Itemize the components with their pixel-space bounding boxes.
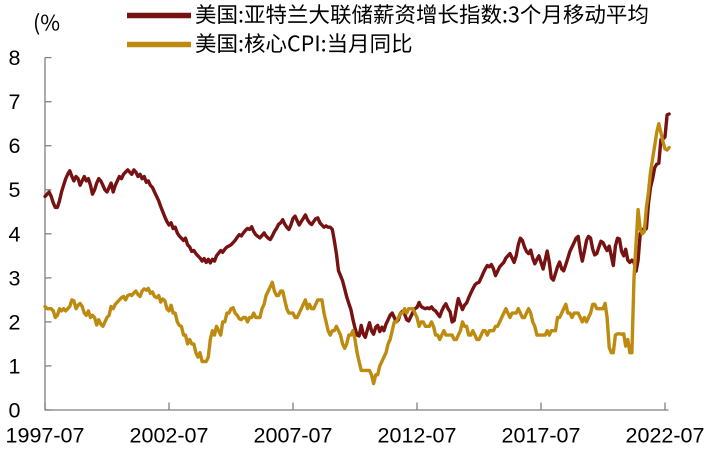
- svg-text:1997-07: 1997-07: [6, 424, 85, 448]
- svg-text:0: 0: [9, 399, 21, 423]
- svg-text:2007-07: 2007-07: [254, 424, 333, 448]
- svg-text:5: 5: [9, 178, 21, 202]
- svg-text:1: 1: [9, 354, 21, 378]
- svg-text:8: 8: [9, 46, 21, 70]
- svg-text:3: 3: [9, 266, 21, 290]
- svg-text:2: 2: [9, 310, 21, 334]
- svg-text:2012-07: 2012-07: [378, 424, 457, 448]
- svg-text:7: 7: [9, 90, 21, 114]
- svg-text:4: 4: [9, 222, 21, 246]
- svg-text:2002-07: 2002-07: [130, 424, 209, 448]
- svg-text:2017-07: 2017-07: [502, 424, 581, 448]
- svg-text:6: 6: [9, 134, 21, 158]
- svg-text:2022-07: 2022-07: [626, 424, 705, 448]
